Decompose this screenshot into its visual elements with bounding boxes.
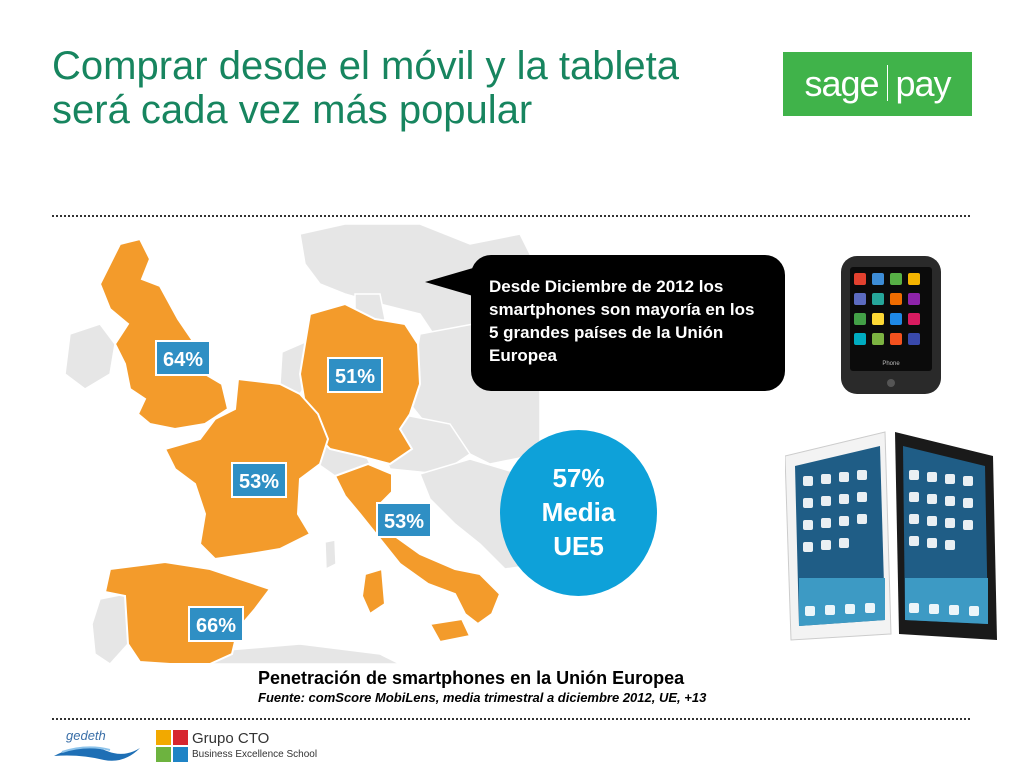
- map-portugal: [91, 593, 129, 664]
- grupo-cto-tagline: Business Excellence School: [192, 749, 318, 760]
- tablets-image: [785, 431, 997, 641]
- callout-bubble: Desde Diciembre de 2012 los smartphones …: [471, 255, 785, 391]
- top-divider: [52, 215, 970, 217]
- average-label: Media: [541, 497, 616, 527]
- grupo-cto-mark: [156, 730, 188, 762]
- chart-caption-title: Penetración de smartphones en la Unión E…: [258, 668, 685, 688]
- map-corsica: [324, 539, 337, 571]
- map-label-germany: 51%: [327, 357, 383, 393]
- black-tablet: [895, 432, 997, 640]
- gedeth-logo: gedeth: [54, 728, 140, 761]
- average-value: 57%: [552, 463, 605, 493]
- title-line-2: será cada vez más popular: [52, 88, 533, 132]
- map-label-spain: 66%: [188, 606, 244, 642]
- gedeth-logo-text: gedeth: [66, 728, 106, 743]
- grupo-cto-name: Grupo CTO: [192, 730, 270, 747]
- logo-sage-text: sage: [804, 63, 879, 104]
- page-title: Comprar desde el móvil y la tableta será…: [52, 44, 772, 132]
- average-region: UE5: [553, 531, 604, 561]
- map-sardinia: [360, 567, 387, 616]
- map-label-uk: 64%: [155, 340, 211, 376]
- title-line-1: Comprar desde el móvil y la tableta: [52, 44, 679, 88]
- callout-tail: [425, 268, 473, 296]
- map-sicily: [428, 617, 472, 644]
- logo-separator: [886, 65, 888, 102]
- map-iceland-ireland: [64, 323, 116, 390]
- sage-pay-logo: sage pay: [783, 52, 972, 116]
- smartphone-image: Phone: [841, 256, 941, 394]
- map-uk: [98, 237, 230, 431]
- phone-bottom-label: Phone: [882, 361, 900, 367]
- bottom-divider: [52, 718, 970, 720]
- average-circle: 57% Media UE5: [500, 430, 657, 596]
- map-label-france: 53%: [231, 462, 287, 498]
- white-tablet: [785, 431, 892, 641]
- phone-app-icons: [854, 273, 920, 345]
- chart-caption-source: Fuente: comScore MobiLens, media trimest…: [258, 690, 707, 705]
- map-label-italy: 53%: [376, 502, 432, 538]
- logo-pay-text: pay: [895, 63, 952, 104]
